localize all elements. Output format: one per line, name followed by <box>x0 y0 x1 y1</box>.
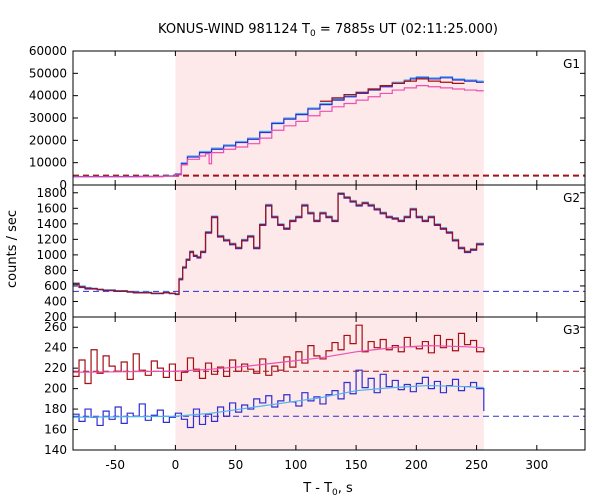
panel-label: G3 <box>563 323 580 337</box>
y-tick-label: 50000 <box>29 66 67 80</box>
y-tick-label: 10000 <box>29 156 67 170</box>
y-tick-label: 1000 <box>36 248 67 262</box>
shaded-interval <box>175 317 484 450</box>
y-tick-label: 200 <box>44 310 67 324</box>
x-axis-label: T - T0, s <box>302 481 353 498</box>
x-tick-label: 150 <box>345 458 368 472</box>
chart-title: KONUS-WIND 981124 T0 = 7885s UT (02:11:2… <box>158 22 498 39</box>
series-dark-red <box>73 192 484 295</box>
y-tick-label: 60000 <box>29 44 67 58</box>
x-axis-label-subscript: 0 <box>332 488 338 498</box>
panel-label: G2 <box>563 191 580 205</box>
x-tick-label: 0 <box>172 458 180 472</box>
y-tick-label: 260 <box>44 320 67 334</box>
chart-title-rest: = 7885s UT (02:11:25.000) <box>316 22 498 37</box>
y-tick-label: 1600 <box>36 201 67 215</box>
y-tick-label: 180 <box>44 402 67 416</box>
y-tick-label: 30000 <box>29 111 67 125</box>
series-pink <box>73 85 484 178</box>
shaded-interval <box>175 51 484 185</box>
y-tick-label: 1800 <box>36 186 67 200</box>
y-axis-label: counts / sec <box>5 210 20 288</box>
y-tick-label: 160 <box>44 423 67 437</box>
x-axis-label-main: T - T <box>302 481 332 496</box>
y-tick-label: 240 <box>44 341 67 355</box>
y-tick-label: 1200 <box>36 232 67 246</box>
panel-label: G1 <box>563 57 580 71</box>
y-tick-label: 400 <box>44 294 67 308</box>
panel-frame <box>72 316 586 451</box>
shaded-interval <box>175 185 484 317</box>
y-tick-label: 140 <box>44 443 67 457</box>
y-tick-label: 40000 <box>29 89 67 103</box>
y-tick-label: 200 <box>44 382 67 396</box>
y-tick-label: 1400 <box>36 217 67 231</box>
y-tick-label: 600 <box>44 279 67 293</box>
y-tick-label: 800 <box>44 263 67 277</box>
panel-g1: 0 10000 20000 30000 40000 50000 60000 G1 <box>29 44 586 192</box>
x-tick-label: 200 <box>405 458 428 472</box>
x-tick-label: 300 <box>525 458 548 472</box>
chart-title-subscript: 0 <box>310 29 316 39</box>
x-tick-label: -50 <box>105 458 125 472</box>
series-pink <box>72 345 484 373</box>
series-dark-red <box>73 324 485 385</box>
x-tick-label: 50 <box>228 458 243 472</box>
series-dark-red <box>319 78 465 102</box>
panel-g3: 140 160 180 200 220 240 260 G3 <box>44 316 586 457</box>
y-tick-label: 0 <box>59 178 67 192</box>
x-tick-label: 100 <box>284 458 307 472</box>
y-tick-label: 220 <box>44 361 67 375</box>
series-dark-blue <box>73 369 485 429</box>
x-axis-label-rest: , s <box>338 481 353 496</box>
chart-title-main: KONUS-WIND 981124 T <box>158 22 310 37</box>
y-tick-label: 20000 <box>29 133 67 147</box>
x-tick-label: 250 <box>465 458 488 472</box>
series-light-blue <box>72 384 484 418</box>
plot-layer: 0100002000030000400005000060000G12004006… <box>29 44 586 472</box>
